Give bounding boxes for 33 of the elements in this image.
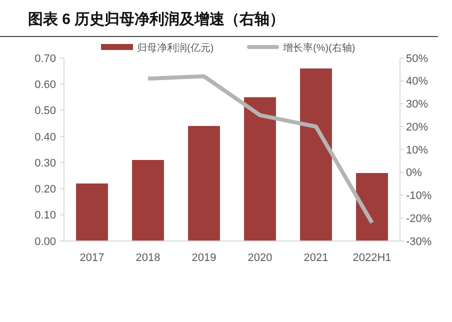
x-tick-label: 2021 [304, 252, 328, 264]
y-tick-label: 0.40 [34, 131, 56, 144]
y2-tick-label: 20% [406, 121, 428, 134]
y-tick-label: 0.20 [34, 184, 56, 196]
x-tick-label: 2022H1 [352, 252, 392, 264]
x-tick-label: 2019 [192, 252, 216, 264]
y2-tick-label: -30% [406, 236, 432, 248]
x-tick-label: 2018 [136, 252, 160, 264]
line-series [146, 74, 374, 225]
bar [76, 183, 108, 241]
chart-title: 图表 6 历史归母净利润及增速（右轴） [28, 10, 285, 28]
y2-tick-label: 0% [406, 167, 422, 180]
y-tick-label: 0.30 [34, 157, 56, 170]
y2-tick-label: 10% [406, 144, 428, 156]
y2-tick-label: 30% [406, 98, 428, 111]
x-tick-label: 2017 [80, 252, 104, 264]
bar [300, 68, 332, 241]
y-tick-label: 0.70 [34, 52, 56, 65]
y2-tick-label: 40% [406, 76, 428, 88]
y2-tick-label: -10% [406, 190, 432, 202]
x-tick-label: 2020 [248, 252, 272, 264]
y-tick-label: 0.10 [34, 210, 56, 222]
bar [244, 97, 276, 241]
y2-tick-label: 50% [406, 52, 428, 65]
bar [132, 160, 164, 241]
y-tick-label: 0.00 [34, 236, 56, 248]
y-tick-label: 0.60 [34, 78, 56, 91]
y2-tick-label: -20% [406, 212, 432, 225]
legend-label: 增长率(%)(右轴) [282, 42, 356, 54]
bar [188, 126, 220, 241]
legend-label: 归母净利润(亿元) [137, 42, 214, 54]
bar [356, 173, 388, 241]
y-tick-label: 0.50 [34, 105, 56, 118]
